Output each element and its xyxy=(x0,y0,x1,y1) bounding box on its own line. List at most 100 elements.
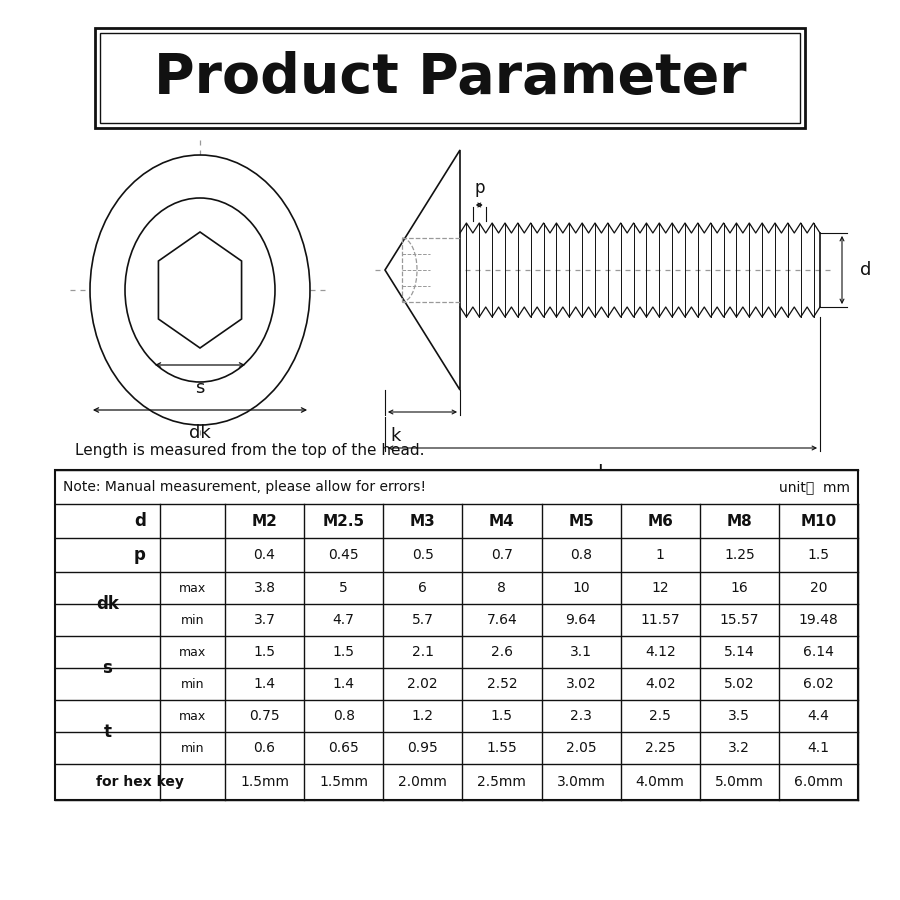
Text: 1.5: 1.5 xyxy=(491,709,513,723)
Text: unit：  mm: unit： mm xyxy=(779,480,850,494)
Text: 0.5: 0.5 xyxy=(412,548,434,562)
Text: 2.05: 2.05 xyxy=(566,741,597,755)
Text: dk: dk xyxy=(189,424,211,442)
Text: 3.5: 3.5 xyxy=(728,709,751,723)
Text: dk: dk xyxy=(96,595,119,613)
Text: L: L xyxy=(597,463,608,482)
Text: 9.64: 9.64 xyxy=(565,613,597,627)
Text: M6: M6 xyxy=(647,514,673,528)
Text: M5: M5 xyxy=(568,514,594,528)
Text: 5.0mm: 5.0mm xyxy=(715,775,764,789)
Text: p: p xyxy=(134,546,146,564)
Text: M4: M4 xyxy=(489,514,515,528)
Text: 3.7: 3.7 xyxy=(254,613,275,627)
Text: 6: 6 xyxy=(418,581,427,595)
Text: 1: 1 xyxy=(656,548,664,562)
Text: d: d xyxy=(860,261,871,279)
Text: s: s xyxy=(103,659,112,677)
Text: min: min xyxy=(181,614,204,626)
Text: 20: 20 xyxy=(810,581,827,595)
Text: 4.12: 4.12 xyxy=(644,645,676,659)
Text: 4.4: 4.4 xyxy=(807,709,830,723)
Text: 1.5: 1.5 xyxy=(807,548,830,562)
Text: 4.7: 4.7 xyxy=(333,613,355,627)
Text: 19.48: 19.48 xyxy=(798,613,838,627)
Text: k: k xyxy=(390,427,400,445)
Text: s: s xyxy=(195,379,204,397)
Ellipse shape xyxy=(90,155,310,425)
Text: 4.0mm: 4.0mm xyxy=(635,775,685,789)
Text: max: max xyxy=(179,645,206,659)
Text: 2.02: 2.02 xyxy=(408,677,438,691)
Text: 3.2: 3.2 xyxy=(728,741,751,755)
Text: for hex key: for hex key xyxy=(96,775,184,789)
Text: max: max xyxy=(179,581,206,595)
Text: 11.57: 11.57 xyxy=(641,613,680,627)
Bar xyxy=(100,33,800,123)
Text: 3.0mm: 3.0mm xyxy=(556,775,606,789)
Text: 6.02: 6.02 xyxy=(803,677,833,691)
Text: 5.7: 5.7 xyxy=(412,613,434,627)
Text: 1.5mm: 1.5mm xyxy=(240,775,289,789)
Text: M2: M2 xyxy=(252,514,277,528)
Text: d: d xyxy=(134,512,146,530)
Text: 6.0mm: 6.0mm xyxy=(794,775,843,789)
Text: 1.55: 1.55 xyxy=(487,741,518,755)
Text: 2.5: 2.5 xyxy=(649,709,671,723)
Text: 2.5mm: 2.5mm xyxy=(478,775,526,789)
Text: 7.64: 7.64 xyxy=(487,613,518,627)
Text: 0.8: 0.8 xyxy=(570,548,592,562)
Text: 0.95: 0.95 xyxy=(408,741,438,755)
Text: 0.6: 0.6 xyxy=(254,741,275,755)
Text: 15.57: 15.57 xyxy=(720,613,759,627)
Text: 0.7: 0.7 xyxy=(491,548,513,562)
Text: 4.02: 4.02 xyxy=(645,677,676,691)
Text: 0.8: 0.8 xyxy=(333,709,355,723)
Text: p: p xyxy=(474,179,484,197)
Text: 4.1: 4.1 xyxy=(807,741,830,755)
Text: 2.0mm: 2.0mm xyxy=(399,775,447,789)
Text: Product Parameter: Product Parameter xyxy=(154,51,746,105)
Text: 5.14: 5.14 xyxy=(724,645,755,659)
Text: 1.25: 1.25 xyxy=(724,548,755,562)
Text: 1.5mm: 1.5mm xyxy=(320,775,368,789)
Polygon shape xyxy=(385,150,460,390)
Text: 3.02: 3.02 xyxy=(566,677,597,691)
Text: 1.5: 1.5 xyxy=(254,645,275,659)
Text: t: t xyxy=(104,723,112,741)
Polygon shape xyxy=(158,232,241,348)
Text: 5: 5 xyxy=(339,581,348,595)
Bar xyxy=(95,28,805,128)
Text: 1.2: 1.2 xyxy=(412,709,434,723)
Text: 12: 12 xyxy=(652,581,669,595)
Text: 1.5: 1.5 xyxy=(333,645,355,659)
Bar xyxy=(55,470,858,800)
Text: min: min xyxy=(181,742,204,754)
Text: 0.45: 0.45 xyxy=(328,548,359,562)
Text: M10: M10 xyxy=(800,514,837,528)
Text: 2.1: 2.1 xyxy=(412,645,434,659)
Text: 0.65: 0.65 xyxy=(328,741,359,755)
Text: 10: 10 xyxy=(572,581,590,595)
Text: 3.1: 3.1 xyxy=(570,645,592,659)
Text: 1.4: 1.4 xyxy=(333,677,355,691)
Text: M2.5: M2.5 xyxy=(322,514,364,528)
Text: M8: M8 xyxy=(726,514,752,528)
Text: Note: Manual measurement, please allow for errors!: Note: Manual measurement, please allow f… xyxy=(63,480,426,494)
Text: 6.14: 6.14 xyxy=(803,645,834,659)
Text: 0.75: 0.75 xyxy=(249,709,280,723)
Text: max: max xyxy=(179,709,206,723)
Text: M3: M3 xyxy=(410,514,436,528)
Text: 2.3: 2.3 xyxy=(570,709,592,723)
Text: 3.8: 3.8 xyxy=(254,581,275,595)
Ellipse shape xyxy=(125,198,275,382)
Text: 2.6: 2.6 xyxy=(491,645,513,659)
Text: 16: 16 xyxy=(731,581,748,595)
Text: 8: 8 xyxy=(498,581,507,595)
Text: 5.02: 5.02 xyxy=(724,677,754,691)
Text: 2.52: 2.52 xyxy=(487,677,518,691)
Text: 2.25: 2.25 xyxy=(645,741,676,755)
Text: min: min xyxy=(181,678,204,690)
Text: Length is measured from the top of the head.: Length is measured from the top of the h… xyxy=(75,443,425,458)
Text: 0.4: 0.4 xyxy=(254,548,275,562)
